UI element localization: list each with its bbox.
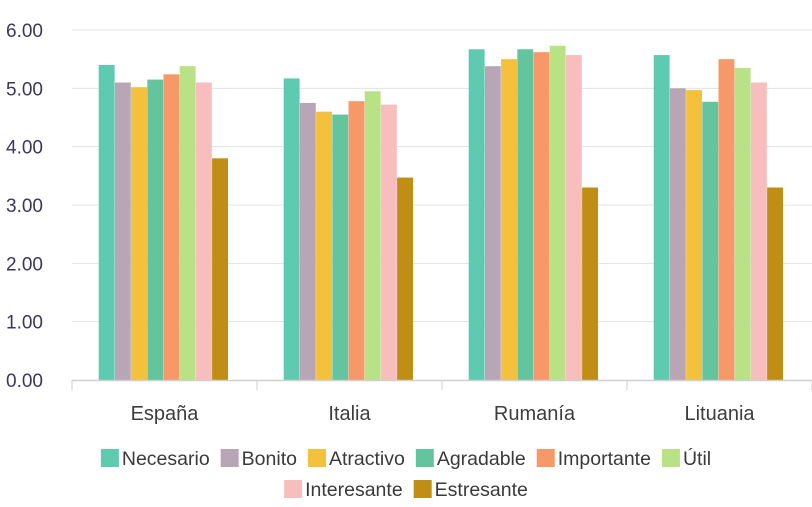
legend-swatch <box>307 449 326 467</box>
x-axis <box>71 379 812 390</box>
bar <box>468 49 485 380</box>
y-axis-ticks: 0.00 1.00 2.00 3.00 4.00 5.00 6.00 <box>6 21 43 392</box>
legend-label: Importante <box>558 448 651 470</box>
y-tick-label: 3.00 <box>6 196 43 217</box>
bar <box>397 177 413 380</box>
bar <box>750 82 767 380</box>
bar <box>380 104 397 381</box>
bar <box>533 52 550 381</box>
legend-swatch <box>415 449 434 467</box>
category-labels: España Italia Rumanía Lituania <box>131 403 756 425</box>
legend-label: Estresante <box>435 479 528 501</box>
x-tick-label: Italia <box>328 403 371 425</box>
bar <box>316 111 332 381</box>
bar <box>163 74 180 380</box>
bar <box>484 66 501 381</box>
bar <box>332 114 349 380</box>
bar <box>718 59 735 381</box>
bars <box>98 45 783 381</box>
y-tick-label: 1.00 <box>6 313 43 334</box>
legend-label: Interesante <box>305 479 403 501</box>
bar <box>131 87 147 381</box>
legend-swatch <box>100 449 119 467</box>
legend-swatch <box>413 480 432 498</box>
bar <box>212 158 228 380</box>
x-tick-label: Rumanía <box>494 403 576 425</box>
legend: Necesario Bonito Atractivo Agradable Importa… <box>100 447 711 501</box>
bar <box>348 101 365 381</box>
legend-swatch <box>536 449 555 467</box>
bar <box>114 82 131 380</box>
legend-label: Bonito <box>242 448 297 470</box>
bar <box>179 66 196 381</box>
bar <box>582 187 598 380</box>
legend-swatch <box>220 449 239 467</box>
bar <box>767 187 783 380</box>
bar <box>653 55 670 380</box>
y-tick-label: 5.00 <box>6 79 43 100</box>
legend-label: Agradable <box>437 448 526 470</box>
bar <box>283 78 300 381</box>
legend-label: Útil <box>683 447 711 470</box>
bar <box>734 67 751 381</box>
bar <box>98 65 115 380</box>
x-tick-label: Lituania <box>684 403 755 425</box>
y-tick-label: 0.00 <box>6 371 43 392</box>
legend-label: Necesario <box>122 448 210 470</box>
bar <box>299 102 316 381</box>
bar <box>195 82 212 380</box>
bar <box>147 79 164 380</box>
bar <box>686 90 702 380</box>
bar <box>565 55 582 380</box>
bar <box>364 91 381 380</box>
bar <box>549 45 566 380</box>
bar <box>669 88 686 380</box>
y-tick-label: 2.00 <box>6 254 43 275</box>
y-tick-label: 6.00 <box>6 21 43 42</box>
bar <box>702 101 719 380</box>
bar <box>517 49 534 380</box>
legend-swatch <box>284 480 303 498</box>
y-tick-label: 4.00 <box>6 138 43 159</box>
x-tick-label: España <box>131 403 200 425</box>
legend-label: Atractivo <box>329 448 405 470</box>
legend-swatch <box>661 449 680 467</box>
bar <box>501 59 517 381</box>
